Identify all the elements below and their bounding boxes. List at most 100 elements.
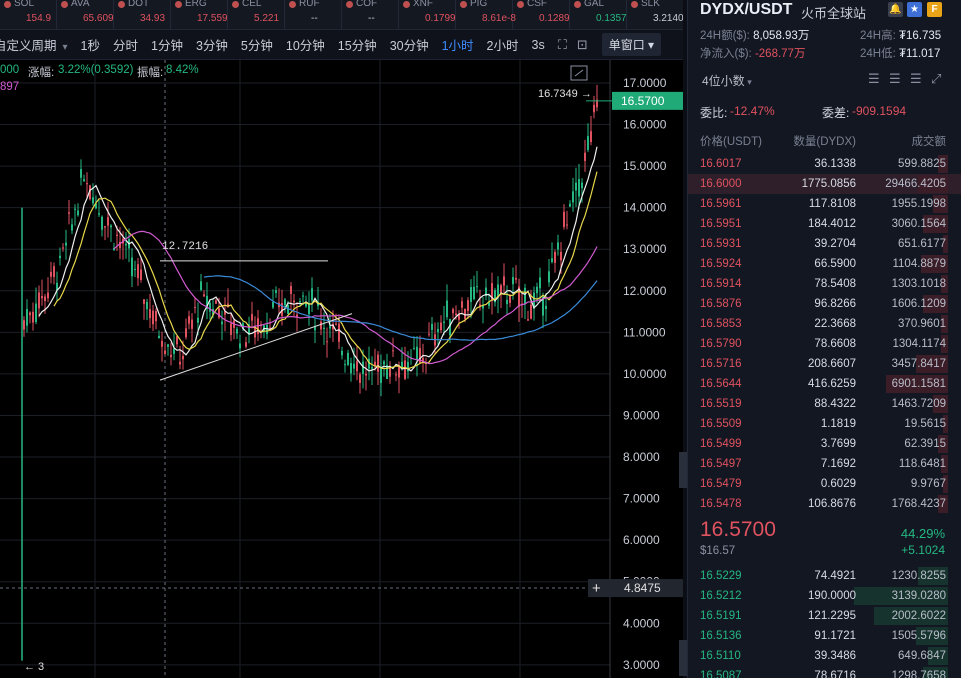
fullscreen-icon[interactable]: ⛶ — [557, 36, 567, 52]
candle-body — [284, 299, 286, 306]
ask-row[interactable]: 16.5499 3.7699 62.3915 — [688, 434, 961, 454]
ticker-item[interactable]: GAL 0.1357 — [570, 0, 627, 29]
ask-row[interactable]: 16.6017 36.1338 599.8825 — [688, 154, 961, 174]
low24-label: 24H低: — [860, 48, 896, 60]
period-1[interactable]: 1秒 — [80, 39, 100, 53]
ticker-item[interactable]: RUF -- — [285, 0, 342, 29]
candle-body — [221, 321, 223, 325]
row-turnover: 9.9767 — [910, 478, 946, 490]
candle-body — [458, 314, 460, 320]
candle-body — [485, 287, 487, 297]
candle-body — [35, 303, 37, 323]
ticker-item[interactable]: AVA 65.609 — [57, 0, 114, 29]
candle-body — [332, 323, 334, 330]
ask-row[interactable]: 16.5853 22.3668 370.9601 — [688, 314, 961, 334]
ticker-item[interactable]: XNF 0.1799 — [399, 0, 456, 29]
ask-row[interactable]: 16.5914 78.5408 1303.1018 — [688, 274, 961, 294]
candle-body — [164, 350, 166, 355]
kline-chart[interactable]: 17.0000 16.0000 15.0000 14.0000 13.0000 12.00… — [0, 60, 683, 678]
ask-row[interactable]: 16.5924 66.5900 1104.8879 — [688, 254, 961, 274]
layout-both-icon[interactable]: ☰ — [868, 71, 880, 86]
ask-row[interactable]: 16.5716 208.6607 3457.8417 — [688, 354, 961, 374]
row-turnover: 118.6481 — [898, 458, 946, 470]
period-4[interactable]: 3分钟 — [195, 39, 228, 53]
ma-value: 897 — [0, 81, 20, 93]
period-11[interactable]: 3s — [531, 37, 545, 52]
bid-row[interactable]: 16.5191 121.2295 2002.6022 — [688, 606, 961, 626]
bell-icon[interactable]: 🔔 — [888, 2, 903, 17]
layout-bids-icon[interactable]: ☰ — [910, 71, 922, 86]
bid-row[interactable]: 16.5136 91.1721 1505.5796 — [688, 626, 961, 646]
bid-row[interactable]: 16.5110 39.3486 649.6847 — [688, 646, 961, 666]
drawing-icon[interactable]: ⊡ — [576, 36, 588, 52]
pair-title: DYDX/USDT — [700, 1, 793, 18]
period-0[interactable]: 自定义周期 — [0, 35, 68, 54]
period-6[interactable]: 10分钟 — [285, 39, 325, 53]
period-8[interactable]: 30分钟 — [389, 39, 429, 53]
row-qty: 91.1721 — [814, 630, 856, 642]
candle-body — [38, 292, 40, 309]
inflow-label: 净流入($): — [700, 48, 752, 60]
expand-icon[interactable]: ⤢ — [931, 71, 942, 86]
collapse-handle[interactable] — [679, 452, 687, 488]
ticker-item[interactable]: DOT 34.93 — [114, 0, 171, 29]
ticker-item[interactable]: SOL 154.9 — [0, 0, 57, 29]
ask-row[interactable]: 16.5951 184.4012 3060.1564 — [688, 214, 961, 234]
row-price: 16.5497 — [700, 458, 742, 470]
bid-row[interactable]: 16.5229 74.4921 1230.8255 — [688, 566, 961, 586]
ticker-name: COF — [356, 0, 378, 9]
ask-row[interactable]: 16.5519 88.4322 1463.7209 — [688, 394, 961, 414]
ask-row[interactable]: 16.5644 416.6259 6901.1581 — [688, 374, 961, 394]
candle-body — [248, 324, 250, 335]
ask-row[interactable]: 16.5478 106.8676 1768.4237 — [688, 494, 961, 514]
bid-row[interactable]: 16.5212 190.0000 3139.0280 — [688, 586, 961, 606]
period-7[interactable]: 15分钟 — [337, 39, 377, 53]
period-9[interactable]: 1小时 — [441, 39, 474, 53]
bid-row[interactable]: 16.5087 78.6716 1298.7658 — [688, 666, 961, 678]
candle-body — [200, 281, 202, 290]
flag-icon[interactable]: F — [927, 2, 942, 17]
ticker-item[interactable]: PIG 8.61e-8 — [456, 0, 516, 29]
candle-body — [236, 328, 238, 334]
row-turnover: 1230.8255 — [891, 570, 946, 582]
decimal-select[interactable]: 4位小数 — [702, 72, 752, 89]
ask-row[interactable]: 16.5509 1.1819 19.5615 — [688, 414, 961, 434]
ask-row[interactable]: 16.5790 78.6608 1304.1174 — [688, 334, 961, 354]
layout-asks-icon[interactable]: ☰ — [889, 71, 901, 86]
period-3[interactable]: 1分钟 — [151, 39, 183, 53]
window-mode-select[interactable]: 单窗口 ▾ — [601, 33, 662, 56]
candle-body — [305, 303, 307, 307]
ticker-price: 3.2140 — [653, 13, 683, 24]
period-10[interactable]: 2小时 — [486, 39, 519, 53]
ask-row[interactable]: 16.5497 7.1692 118.6481 — [688, 454, 961, 474]
ask-row[interactable]: 16.5931 39.2704 651.6177 — [688, 234, 961, 254]
depth-bar — [938, 435, 948, 453]
coin-icon — [346, 1, 353, 8]
kline-chart-svg[interactable]: 17.0000 16.0000 15.0000 14.0000 13.0000 12.00… — [0, 60, 683, 678]
ask-row[interactable]: 16.5961 117.8108 1955.1998 — [688, 194, 961, 214]
candle-body — [65, 242, 67, 246]
add-alert-button[interactable]: + — [592, 580, 601, 597]
candle-body — [134, 268, 136, 270]
y-tick-label: 14.0000 — [623, 201, 667, 215]
ticker-item[interactable]: SLK 3.2140 — [627, 0, 683, 29]
star-icon[interactable]: ★ — [907, 2, 922, 17]
ticker-item[interactable]: CEL 5.221 — [228, 0, 285, 29]
row-price: 16.5961 — [700, 198, 742, 210]
ask-row[interactable]: 16.5876 96.8266 1606.1209 — [688, 294, 961, 314]
ticker-item[interactable]: CSF 0.1289 — [513, 0, 570, 29]
chart-expand-icon[interactable] — [570, 65, 588, 81]
candle-body — [143, 299, 145, 304]
candle-body — [452, 309, 454, 314]
row-turnover: 1606.1209 — [891, 298, 946, 310]
ticker-strip: SOL 154.9 AVA 65.609 DOT 34.93 ERG 17.559 CEL 5.2… — [0, 0, 683, 30]
candle-body — [470, 287, 472, 302]
ticker-item[interactable]: COF -- — [342, 0, 399, 29]
ask-row[interactable]: 16.5479 0.6029 9.9767 — [688, 474, 961, 494]
period-5[interactable]: 5分钟 — [240, 39, 273, 53]
collapse-handle-bottom[interactable] — [679, 640, 687, 676]
row-qty: 78.5408 — [814, 278, 856, 290]
period-2[interactable]: 分时 — [113, 39, 139, 53]
ticker-item[interactable]: ERG 17.559 — [171, 0, 228, 29]
ask-row[interactable]: 16.6000 1775.0856 29466.4205 — [688, 174, 961, 194]
